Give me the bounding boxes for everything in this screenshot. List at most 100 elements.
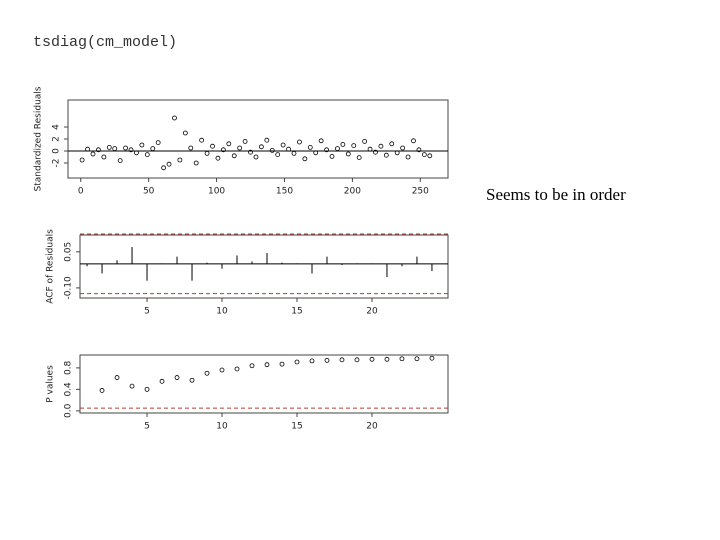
point [79,157,85,163]
point [172,115,177,121]
point [237,145,243,151]
point [286,146,291,152]
x-tick-label: 10 [216,307,228,317]
point [302,156,308,162]
point [414,356,420,362]
point [144,386,150,392]
point [204,150,210,156]
point [99,388,105,393]
x-tick-label: 15 [291,422,302,432]
point [416,147,422,153]
point [373,149,378,155]
point [144,152,150,158]
point [159,378,165,384]
point [340,141,346,147]
point [264,137,270,143]
point [253,154,259,160]
y-tick-label: 0.8 [64,360,74,375]
plot-box [79,234,449,299]
point [114,375,120,380]
point [139,142,145,148]
point [354,357,360,363]
y-axis-label: ACF of Residuals [46,229,56,304]
point [264,362,270,368]
point [189,377,195,383]
point [339,357,345,363]
point [117,158,123,164]
point [378,143,384,149]
point [90,151,96,157]
point [389,141,395,147]
x-tick-label: 20 [366,422,378,432]
point [155,140,161,146]
x-tick-label: 150 [276,187,293,197]
point [215,155,221,161]
point [335,146,340,152]
point [85,146,90,152]
point [234,366,240,372]
point [291,150,297,156]
point [112,146,118,152]
point [399,356,405,362]
x-tick-label: 200 [344,187,361,197]
point [400,145,406,151]
point [128,147,134,153]
x-tick-label: 5 [144,307,150,317]
point [275,152,281,158]
point [188,145,194,151]
point [294,359,300,365]
point [242,138,248,144]
point [429,355,435,361]
code-line: tsdiag(cm_model) [33,34,177,51]
point [106,144,112,150]
note: Seems to be in order [486,185,626,204]
y-tick-label: 0 [52,148,62,154]
point [309,358,315,364]
point [150,146,156,152]
plot-box [67,99,449,179]
point [384,356,390,362]
point [297,139,302,145]
point [96,147,101,153]
y-tick-label: -2 [52,159,62,168]
point [313,150,319,156]
y-tick-label: 4 [52,124,62,130]
point [356,155,362,161]
point [318,138,324,144]
point [174,375,180,380]
y-axis-label: P values [46,365,56,403]
point [411,138,416,144]
point [324,147,329,153]
point [394,150,400,156]
point [324,357,330,363]
point [369,356,375,362]
point [134,150,139,156]
y-tick-label: 0.4 [64,382,74,397]
y-axis-label: Standardized Residuals [34,86,44,191]
point [405,154,411,160]
point [269,147,275,153]
y-tick-label: 2 [52,136,62,142]
y-tick-label: 0.05 [64,242,74,262]
point [427,153,433,159]
point [421,152,427,158]
y-tick-label: 0.0 [64,403,74,418]
point [177,157,183,163]
point [166,161,172,167]
x-tick-label: 0 [78,187,84,197]
x-tick-label: 10 [216,422,228,432]
plot-box [79,354,449,414]
x-tick-label: 250 [412,187,429,197]
point [279,361,285,367]
x-tick-label: 15 [291,307,302,317]
point [248,149,253,155]
point [101,154,107,160]
point [345,151,351,157]
point [182,130,188,136]
point [307,144,313,150]
point [383,152,389,158]
point [123,145,128,151]
point [219,367,225,373]
point [362,138,368,144]
